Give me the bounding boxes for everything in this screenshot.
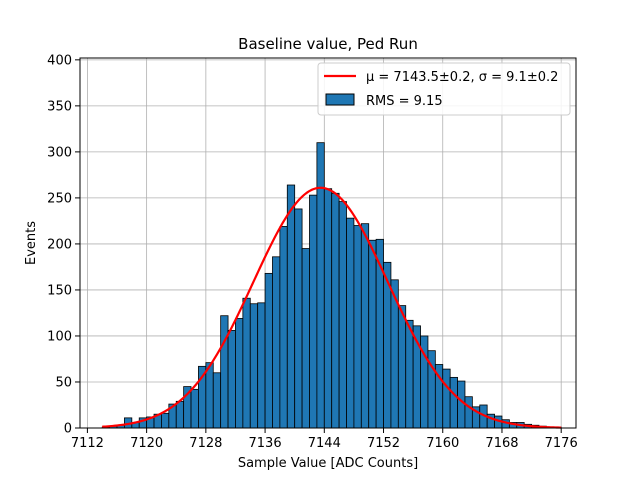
- histogram-bar: [190, 388, 199, 429]
- histogram-bar: [272, 256, 281, 429]
- x-tick-label: 7112: [71, 436, 104, 451]
- x-axis: 7112 7120 7128 7136 7144 7152 7160 7168 7176: [71, 428, 578, 451]
- x-tick-label: 7160: [426, 436, 459, 451]
- histogram-bar: [175, 400, 185, 429]
- histogram-bars: [101, 142, 562, 429]
- histogram-bar: [205, 362, 214, 429]
- histogram-bar: [353, 225, 362, 429]
- histogram-bar: [449, 376, 458, 429]
- histogram-bar: [323, 188, 333, 429]
- y-axis-label: Events: [24, 221, 39, 265]
- histogram-bar: [220, 315, 229, 429]
- histogram-bar: [346, 217, 355, 429]
- histogram-bar: [457, 380, 466, 429]
- x-tick-label: 7152: [367, 436, 400, 451]
- y-axis: 0 50 100 150 200 250 300 350 400: [47, 53, 80, 437]
- histogram-bar: [375, 238, 384, 429]
- x-tick-label: 7176: [545, 436, 578, 451]
- histogram-bar: [242, 297, 251, 429]
- histogram-bar: [316, 142, 325, 429]
- histogram-bar: [309, 194, 318, 429]
- histogram-bar: [442, 368, 451, 429]
- x-axis-label: Sample Value [ADC Counts]: [238, 456, 418, 471]
- histogram-bar: [338, 201, 347, 429]
- legend-fit-label: μ = 7143.5±0.2, σ = 9.1±0.2: [366, 70, 558, 85]
- histogram-bar: [212, 372, 222, 429]
- histogram-bar: [368, 239, 377, 429]
- x-tick-label: 7168: [485, 436, 518, 451]
- y-tick-label: 400: [47, 53, 72, 68]
- x-tick-label: 7144: [308, 436, 341, 451]
- y-tick-label: 50: [55, 375, 72, 390]
- histogram-bar: [264, 272, 273, 429]
- histogram-bar: [227, 330, 236, 429]
- histogram-bar: [161, 412, 170, 429]
- histogram-bar: [235, 318, 244, 429]
- legend-histogram-label: RMS = 9.15: [366, 94, 443, 109]
- legend-box: [317, 62, 571, 116]
- histogram-bar: [405, 319, 414, 429]
- y-tick-label: 350: [47, 99, 72, 114]
- y-tick-label: 150: [47, 283, 72, 298]
- y-tick-label: 0: [64, 422, 72, 437]
- legend: μ = 7143.5±0.2, σ = 9.1±0.2 RMS = 9.15: [317, 62, 571, 116]
- plot-frame: [79, 57, 577, 429]
- chart-title: Baseline value, Ped Run: [238, 35, 418, 53]
- histogram-bar: [294, 208, 303, 429]
- histogram-bar: [301, 248, 310, 429]
- histogram-bar: [279, 226, 288, 429]
- histogram-bar: [397, 305, 407, 429]
- histogram-bar: [360, 223, 370, 429]
- gaussian-fit-curve: [102, 186, 562, 429]
- y-tick-label: 250: [47, 191, 72, 206]
- legend-histogram-swatch: [325, 93, 355, 106]
- y-tick-label: 200: [47, 237, 72, 252]
- x-tick-label: 7136: [249, 436, 282, 451]
- x-tick-label: 7128: [189, 436, 222, 451]
- histogram-bar: [249, 303, 259, 429]
- x-tick-label: 7120: [130, 436, 163, 451]
- y-tick-label: 300: [47, 145, 72, 160]
- histogram-bar: [464, 396, 473, 429]
- histogram-bar: [286, 184, 296, 429]
- histogram-bar: [331, 192, 340, 429]
- histogram-bar: [257, 302, 266, 429]
- y-tick-label: 100: [47, 329, 72, 344]
